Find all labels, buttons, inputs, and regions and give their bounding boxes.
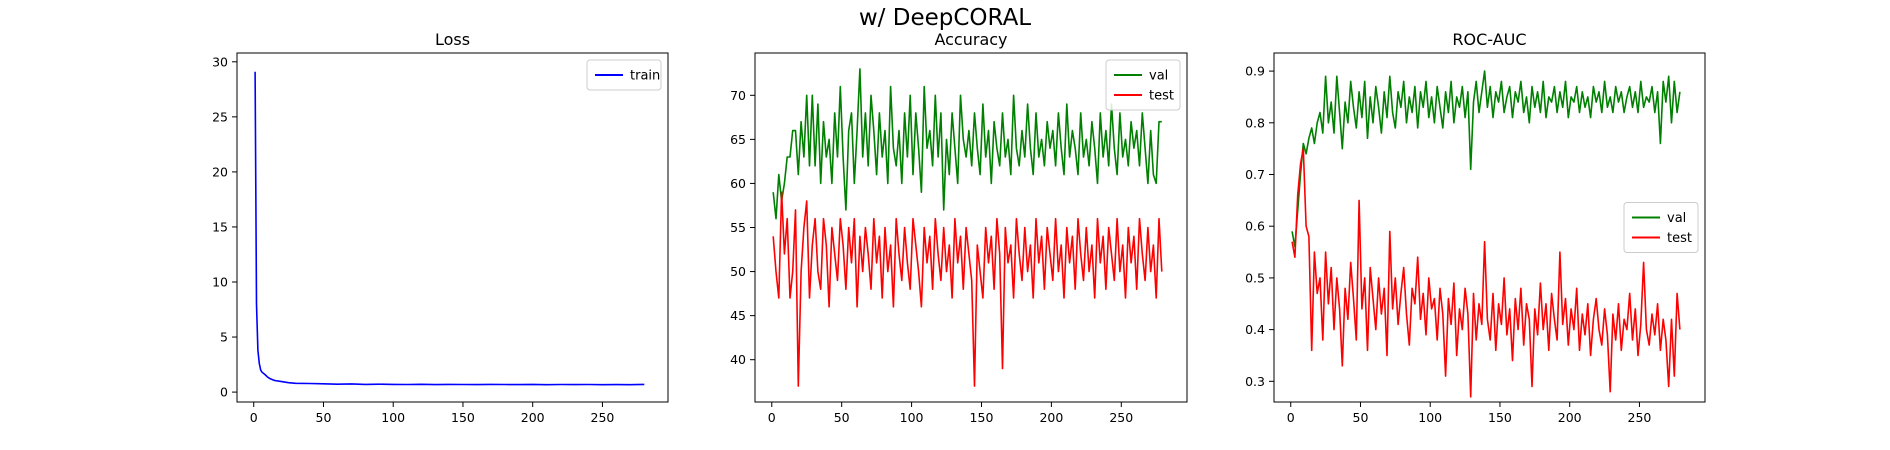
chart-panel-2: Accuracy 0 50 100 150 200 250 40 45 50 55 60 65 70 val…: [730, 30, 1188, 425]
x-tick-label: 0: [250, 410, 258, 425]
chart-title: ROC-AUC: [1452, 30, 1526, 49]
y-tick-label: 30: [212, 54, 228, 69]
chart-panel-3: ROC-AUC 0 50 100 150 200 250 0.3 0.4 0.5 0.6 0.7 0.8…: [1245, 30, 1706, 425]
plots-container: Loss 0 50 100 150 200 250 0 5 10 15 20 25 30 train Accu…: [212, 30, 1706, 425]
y-tick-label: 20: [212, 164, 228, 179]
x-tick-label: 100: [381, 410, 405, 425]
y-tick-label: 25: [212, 109, 228, 124]
series-line-test: [1291, 147, 1681, 398]
x-tick-label: 250: [1628, 410, 1652, 425]
y-tick-label: 0: [220, 385, 228, 400]
legend-label-test: test: [1667, 231, 1692, 246]
x-tick-label: 200: [521, 410, 545, 425]
x-tick-label: 50: [834, 410, 850, 425]
x-tick-label: 200: [1558, 410, 1582, 425]
legend-label-val: val: [1149, 69, 1168, 84]
figure-suptitle: w/ DeepCORAL: [859, 5, 1031, 31]
legend-label-train: train: [630, 69, 660, 84]
x-tick-label: 100: [900, 410, 924, 425]
y-tick-label: 60: [730, 176, 746, 191]
y-tick-label: 5: [220, 330, 228, 345]
series-line-val: [1291, 70, 1681, 248]
y-tick-label: 0.4: [1245, 322, 1265, 337]
y-tick-label: 40: [730, 352, 746, 367]
y-tick-label: 70: [730, 88, 746, 103]
legend-label-val: val: [1667, 211, 1686, 226]
x-tick-label: 50: [316, 410, 332, 425]
chart-panel-1: Loss 0 50 100 150 200 250 0 5 10 15 20 25 30 train: [212, 30, 669, 425]
x-tick-label: 250: [1109, 410, 1133, 425]
y-tick-label: 10: [212, 274, 228, 289]
y-tick-label: 0.3: [1245, 374, 1265, 389]
legend: val test: [1105, 59, 1181, 111]
y-tick-label: 45: [730, 308, 746, 323]
axes-frame: [1273, 52, 1706, 403]
y-tick-label: 55: [730, 220, 746, 235]
series-line-val: [772, 68, 1162, 220]
y-tick-label: 0.9: [1245, 64, 1265, 79]
x-tick-label: 100: [1418, 410, 1442, 425]
x-tick-label: 150: [451, 410, 475, 425]
x-tick-label: 50: [1353, 410, 1369, 425]
legend-box: [586, 59, 662, 91]
y-tick-label: 0.8: [1245, 115, 1265, 130]
chart-title: Loss: [435, 30, 470, 49]
legend: train: [586, 59, 662, 91]
y-tick-label: 0.7: [1245, 167, 1265, 182]
legend-box: [1105, 59, 1181, 111]
x-tick-label: 150: [970, 410, 994, 425]
axes-frame: [236, 52, 669, 403]
x-tick-label: 250: [591, 410, 615, 425]
y-tick-label: 0.6: [1245, 219, 1265, 234]
legend-label-test: test: [1149, 89, 1174, 104]
legend-box: [1623, 202, 1699, 253]
chart-title: Accuracy: [934, 30, 1007, 49]
y-tick-label: 65: [730, 132, 746, 147]
legend: val test: [1623, 202, 1699, 253]
series-line-test: [772, 191, 1163, 387]
x-tick-label: 150: [1488, 410, 1512, 425]
y-tick-label: 15: [212, 219, 228, 234]
series-line-train: [254, 71, 645, 386]
y-tick-label: 0.5: [1245, 270, 1265, 285]
x-tick-label: 0: [768, 410, 776, 425]
x-tick-label: 0: [1287, 410, 1295, 425]
y-tick-label: 50: [730, 264, 746, 279]
x-tick-label: 200: [1039, 410, 1063, 425]
